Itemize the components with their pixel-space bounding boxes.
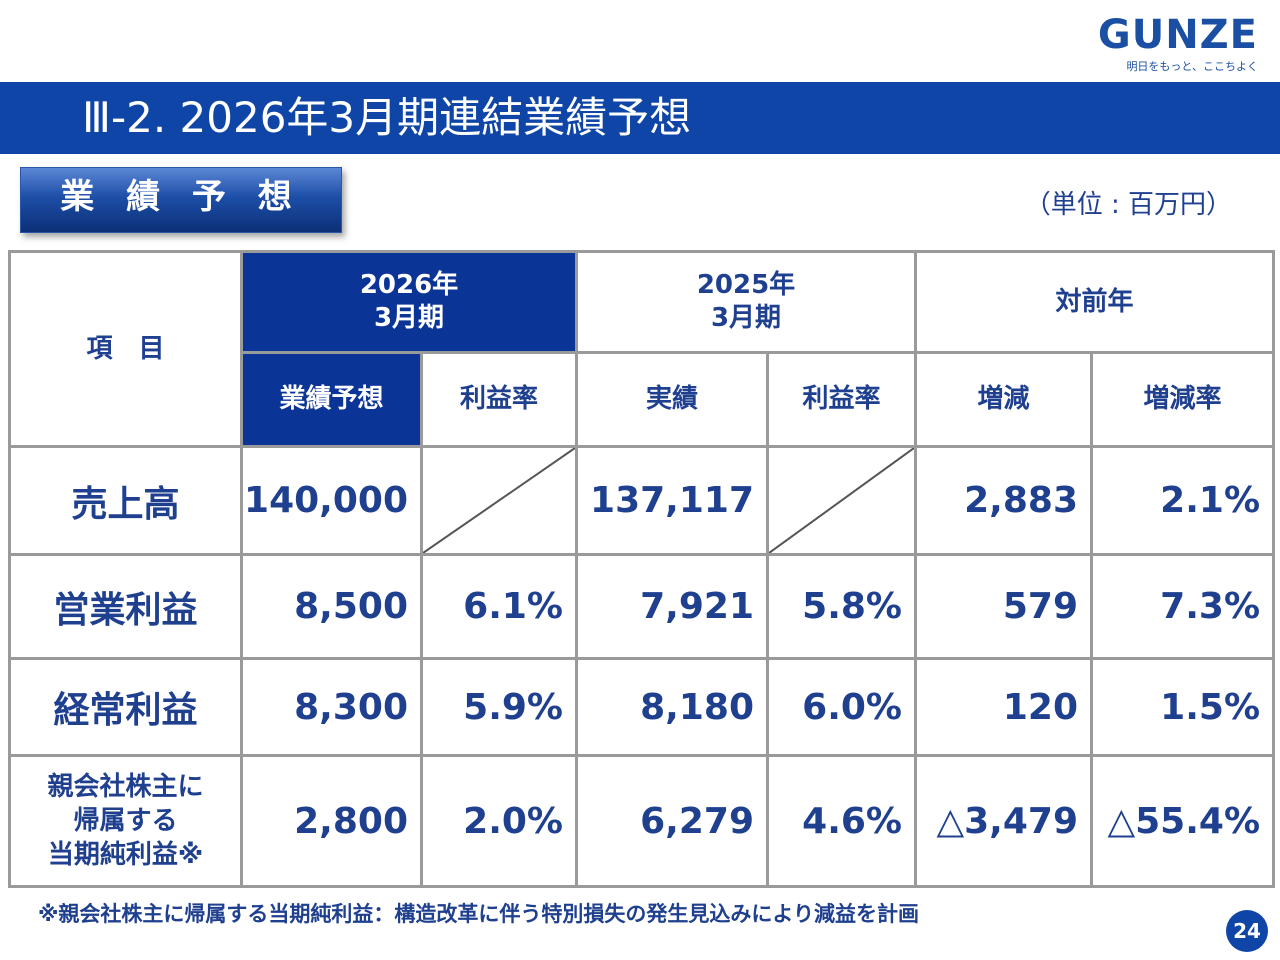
row-label-line: 親会社株主に [47, 772, 204, 802]
cell-diff: 2,883 [914, 445, 1093, 556]
cell-rate: 1.5% [1089, 657, 1276, 757]
section-badge: 業 績 予 想 [20, 167, 342, 233]
subheader-actual: 実績 [575, 351, 769, 448]
row-label-ordinary-profit: 経常利益 [8, 657, 243, 757]
cell-diff: △3,479 [914, 754, 1093, 888]
row-label-net-sales: 売上高 [8, 445, 243, 556]
group-2025-period: 3月期 [710, 303, 782, 333]
footnote: ※親会社株主に帰属する当期純利益：構造改革に伴う特別損失の発生見込みにより減益を… [38, 902, 919, 926]
brand-logo: GUNZE 明日をもっと、ここちよく [1098, 14, 1258, 74]
row-label-operating-profit: 営業利益 [8, 553, 243, 660]
diagonal-line-icon [423, 448, 575, 553]
subheader-forecast: 業績予想 [240, 351, 423, 448]
row-label-net-income: 親会社株主に 帰属する 当期純利益※ [8, 754, 243, 888]
logo-tagline: 明日をもっと、ここちよく [1126, 60, 1258, 73]
unit-label: （単位 : 百万円） [1024, 190, 1232, 220]
cell-rate: 2.1% [1089, 445, 1276, 556]
cell-rate: △55.4% [1089, 754, 1276, 888]
cell-margin-2025: 4.6% [766, 754, 917, 888]
group-header-2026: 2026年 3月期 [240, 250, 578, 354]
cell-forecast: 8,500 [240, 553, 423, 660]
group-2026-year: 2026年 [359, 270, 459, 300]
subheader-margin-2025: 利益率 [766, 351, 917, 448]
cell-actual: 6,279 [575, 754, 769, 888]
forecast-table: 項 目 2026年 3月期 2025年 3月期 対前年 業績予想 利益率 実績 … [8, 250, 1276, 888]
item-header: 項 目 [8, 250, 243, 448]
group-header-change: 対前年 [913, 250, 1276, 354]
section-title: 業 績 予 想 [60, 177, 302, 217]
table-row-net-income: 親会社株主に 帰属する 当期純利益※ 2,800 2.0% 6,279 4.6%… [8, 754, 1276, 888]
cell-margin-2025: 6.0% [766, 657, 917, 757]
cell-actual: 8,180 [575, 657, 769, 757]
cell-margin-2025-empty [766, 445, 917, 556]
cell-margin-2026: 5.9% [420, 657, 578, 757]
subheader-diff: 増減 [914, 351, 1093, 448]
page-number: 24 [1226, 910, 1268, 952]
cell-rate: 7.3% [1089, 553, 1276, 660]
cell-diff: 579 [914, 553, 1093, 660]
group-2026-period: 3月期 [373, 303, 445, 333]
page-title: Ⅲ-2. 2026年3月期連結業績予想 [82, 93, 692, 142]
table-header-row-groups: 項 目 2026年 3月期 2025年 3月期 対前年 [8, 250, 1276, 448]
group-header-2025: 2025年 3月期 [575, 250, 917, 354]
cell-margin-2026-empty [420, 445, 578, 556]
table-row-operating-profit: 営業利益 8,500 6.1% 7,921 5.8% 579 7.3% [8, 553, 1276, 660]
table-row-net-sales: 売上高 140,000 137,117 2,883 2.1% [8, 445, 1276, 556]
cell-forecast: 140,000 [240, 445, 423, 556]
subheader-rate: 増減率 [1089, 351, 1276, 448]
subheader-margin-2026: 利益率 [420, 351, 578, 448]
cell-diff: 120 [914, 657, 1093, 757]
cell-margin-2026: 6.1% [420, 553, 578, 660]
cell-margin-2026: 2.0% [420, 754, 578, 888]
diagonal-line-icon [769, 448, 914, 553]
table-header-row-sub: 業績予想 利益率 実績 利益率 増減 増減率 [10, 351, 1276, 448]
cell-actual: 137,117 [575, 445, 769, 556]
cell-actual: 7,921 [575, 553, 769, 660]
table-row-ordinary-profit: 経常利益 8,300 5.9% 8,180 6.0% 120 1.5% [8, 657, 1276, 757]
cell-forecast: 2,800 [240, 754, 423, 888]
title-bar: Ⅲ-2. 2026年3月期連結業績予想 [0, 82, 1280, 154]
logo-wordmark: GUNZE [1097, 12, 1258, 58]
row-label-line: 当期純利益※ [47, 840, 204, 870]
group-2025-year: 2025年 [696, 270, 796, 300]
cell-margin-2025: 5.8% [766, 553, 917, 660]
row-label-line: 帰属する [73, 806, 178, 836]
cell-forecast: 8,300 [240, 657, 423, 757]
